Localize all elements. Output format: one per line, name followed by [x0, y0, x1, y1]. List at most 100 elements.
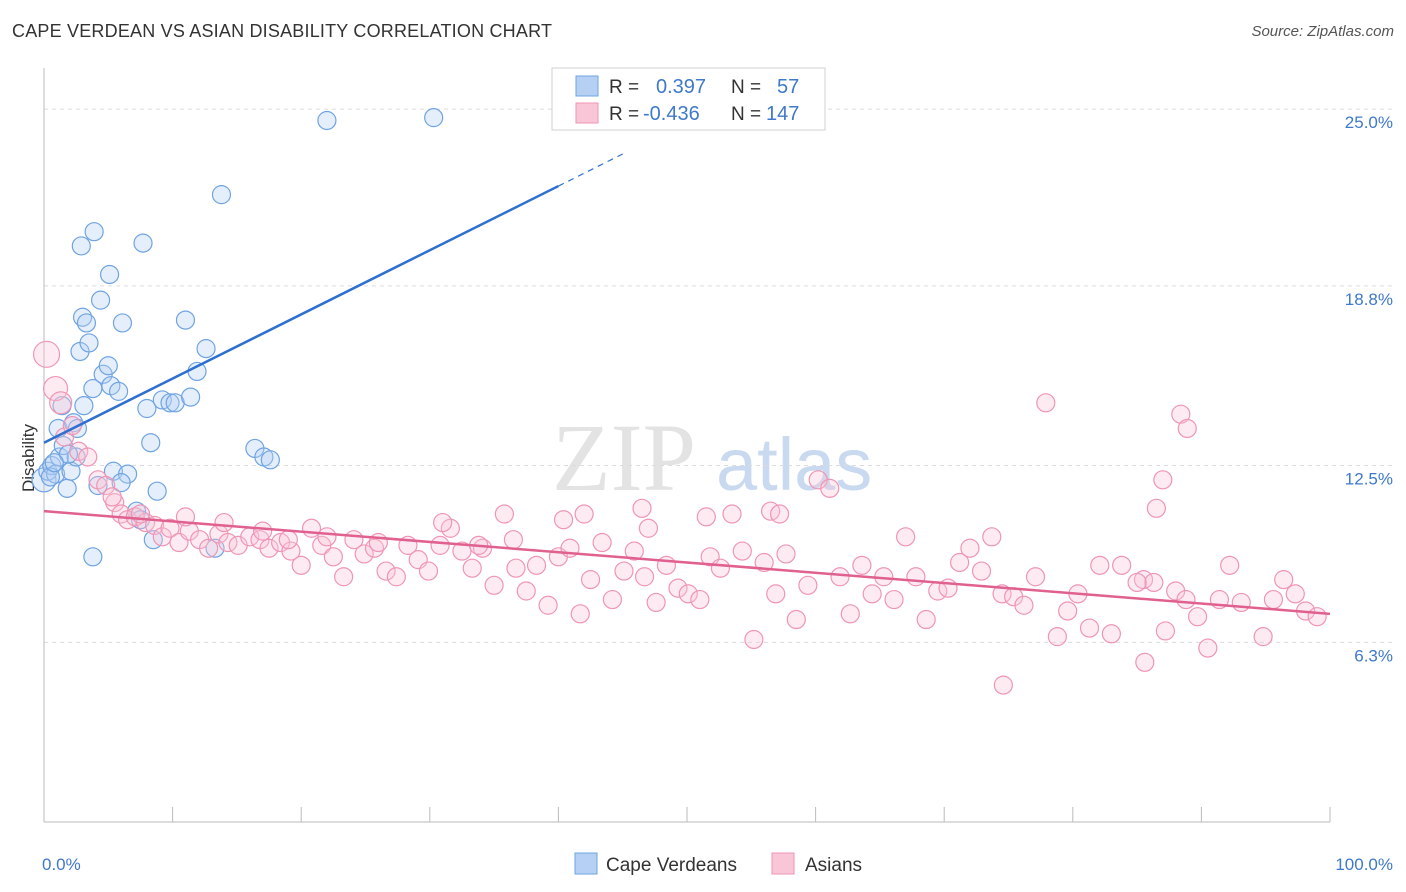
trendline-cape-verdeans-extension: [558, 153, 623, 187]
cape-point: [88, 475, 108, 496]
legend-swatch-cape: [575, 75, 599, 97]
asian-point: [386, 567, 406, 587]
watermark-zip: ZIP: [552, 404, 696, 511]
cape-point: [424, 108, 444, 128]
asian-point: [960, 538, 980, 558]
asian-point: [1135, 652, 1155, 672]
asian-point: [1036, 393, 1056, 413]
asian-point: [1127, 572, 1147, 593]
asian-point: [1263, 589, 1284, 610]
series-cape-verdeans-points: [31, 108, 444, 567]
asian-point: [1047, 627, 1067, 647]
asian-point: [503, 530, 523, 550]
asian-point: [553, 510, 574, 530]
cape-point: [160, 393, 180, 413]
asian-point: [646, 592, 666, 613]
y-tick-label: 6.3%: [1354, 646, 1393, 665]
asian-point: [1253, 627, 1273, 647]
legend-n-label-cape: N =: [731, 77, 761, 98]
cape-point: [112, 313, 133, 333]
asian-point: [624, 541, 644, 561]
asian-point: [1177, 418, 1197, 439]
asian-point: [1285, 584, 1305, 604]
y-tick-labels: 6.3% 12.5% 18.8% 25.0%: [1345, 113, 1393, 665]
cape-point: [40, 467, 61, 487]
asian-point: [1171, 404, 1191, 424]
cape-point: [84, 222, 104, 242]
asian-point: [656, 555, 677, 575]
cape-point: [137, 398, 157, 419]
asian-point: [798, 575, 818, 595]
cape-point: [44, 453, 64, 473]
cape-point: [260, 450, 280, 470]
y-tick-label: 25.0%: [1345, 113, 1393, 132]
trendline-cape-verdeans: [43, 184, 559, 444]
asian-point: [430, 535, 450, 555]
asian-point: [1090, 555, 1110, 575]
asian-point: [32, 340, 61, 368]
asian-point: [592, 532, 612, 553]
asian-point: [820, 478, 840, 498]
series-legend: Cape Verdeans Asians: [574, 852, 862, 876]
asian-point: [852, 555, 872, 575]
legend-n-value-cape: 57: [777, 76, 799, 98]
x-tick-labels: 0.0% 100.0%: [42, 855, 1393, 874]
legend-swatch-asian: [575, 102, 599, 124]
asian-point: [278, 530, 298, 550]
cape-point: [108, 381, 129, 401]
gridlines: [44, 108, 1392, 643]
legend-n-value-asian: 147: [766, 103, 799, 125]
asian-point: [710, 558, 731, 578]
asian-point: [1112, 555, 1132, 575]
asian-point: [1176, 589, 1196, 610]
chart-title: CAPE VERDEAN VS ASIAN DISABILITY CORRELA…: [12, 21, 553, 41]
asian-point: [78, 447, 98, 467]
asian-point: [1146, 498, 1166, 518]
asian-point: [1220, 555, 1240, 575]
asian-point: [678, 584, 698, 604]
cape-point: [147, 481, 167, 501]
asian-point: [199, 538, 219, 558]
legend-r-value-cape: 0.397: [656, 76, 706, 98]
asian-point: [376, 561, 396, 581]
asian-point: [696, 507, 716, 527]
asian-point: [281, 541, 301, 561]
cape-point: [79, 333, 99, 353]
asian-point: [982, 527, 1002, 547]
cape-point: [90, 290, 111, 310]
asian-point: [418, 561, 439, 581]
asian-point: [1155, 621, 1175, 641]
asian-point: [992, 584, 1012, 604]
cape-point: [57, 478, 77, 498]
asian-point: [214, 512, 234, 533]
asian-point: [102, 487, 122, 507]
cape-point: [71, 236, 91, 256]
cape-point: [196, 339, 216, 359]
asian-point: [1079, 618, 1100, 638]
asian-point: [253, 521, 273, 541]
asian-point: [896, 527, 916, 547]
asian-point: [776, 544, 796, 564]
cape-point: [141, 433, 161, 453]
asian-point: [160, 518, 180, 538]
asian-point: [786, 609, 806, 630]
asian-point: [574, 504, 594, 524]
asian-point: [722, 504, 742, 524]
asian-point: [916, 609, 936, 630]
asian-point: [906, 567, 926, 587]
asian-point: [769, 504, 790, 524]
asian-point: [516, 581, 536, 601]
asian-point: [614, 561, 634, 581]
legend-swatch-asians: [771, 852, 795, 875]
cape-point: [133, 233, 153, 253]
asian-point: [494, 504, 514, 524]
asian-point: [632, 498, 652, 518]
asian-point: [1144, 572, 1164, 593]
asian-point: [1274, 570, 1294, 590]
asian-point: [96, 475, 116, 496]
asian-point: [42, 375, 69, 402]
trendline-asians: [43, 509, 1331, 616]
series-asians-points: [32, 340, 1327, 695]
asian-point: [1058, 601, 1078, 621]
